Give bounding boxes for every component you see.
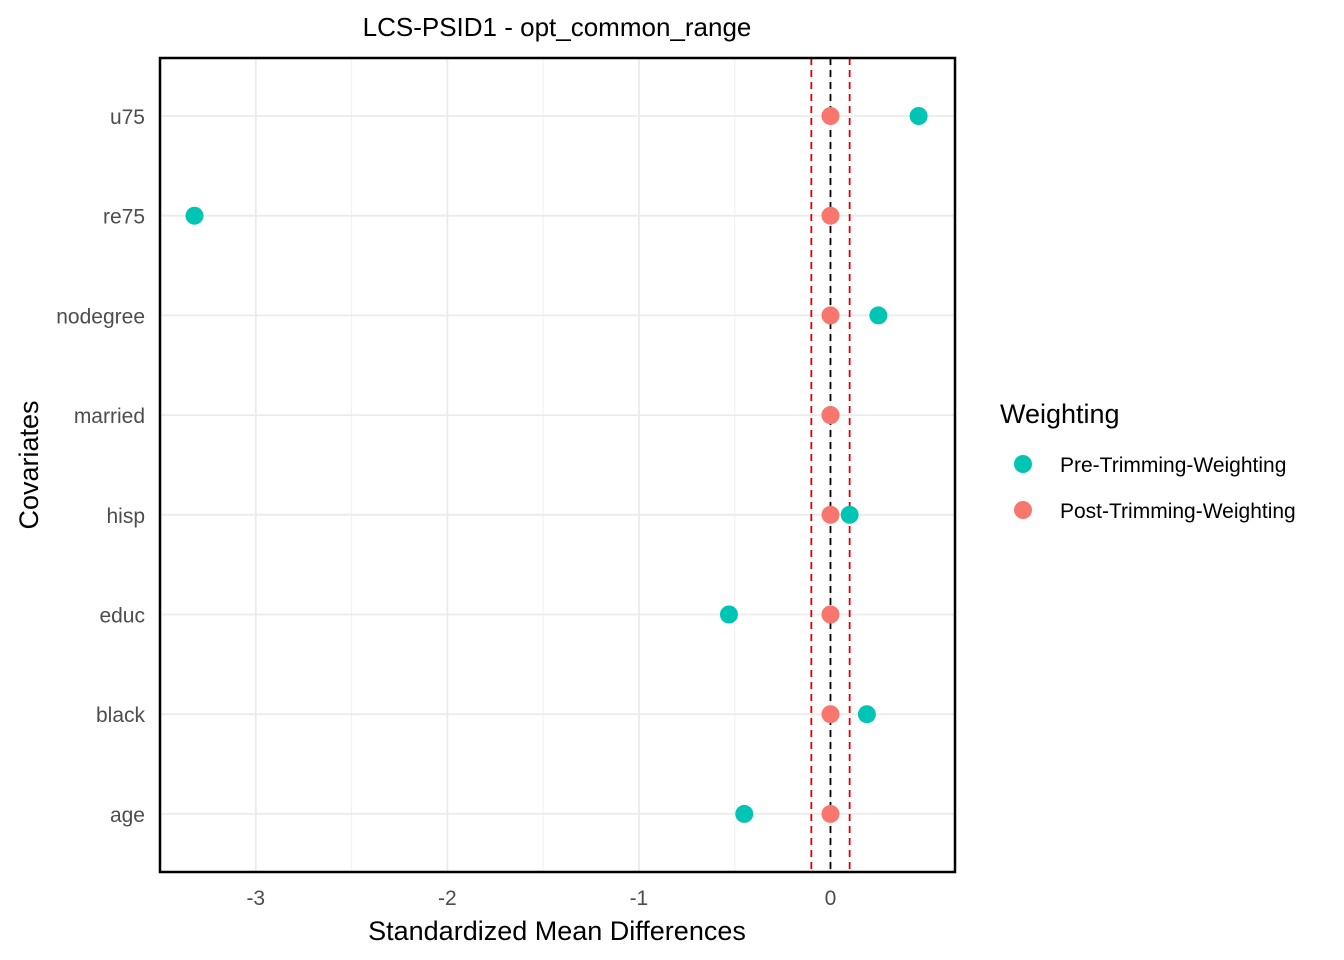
x-tick-labels: -3 -2 -1 0: [246, 887, 836, 910]
point-series0-nodegree: [869, 306, 888, 325]
point-series1-nodegree: [821, 306, 840, 325]
point-series0-re75: [185, 206, 204, 225]
legend: Weighting Pre-Trimming-Weighting Post-Tri…: [1000, 399, 1296, 523]
point-series1-re75: [821, 206, 840, 225]
grid: [160, 58, 955, 872]
legend-label-1: Post-Trimming-Weighting: [1060, 500, 1296, 523]
point-series1-educ: [821, 605, 840, 624]
legend-label-0: Pre-Trimming-Weighting: [1060, 454, 1286, 477]
legend-key-0: [1014, 455, 1032, 473]
y-tick-label-educ: educ: [99, 605, 145, 628]
point-series0-u75: [909, 107, 928, 125]
point-series1-u75: [821, 107, 840, 125]
legend-key-1: [1014, 501, 1032, 519]
x-tick-label-2: -1: [630, 887, 649, 910]
legend-items: Pre-Trimming-Weighting Post-Trimming-Weig…: [1014, 454, 1296, 523]
point-series0-hisp: [840, 505, 859, 524]
x-tick-label-1: -2: [438, 887, 457, 910]
plot-panel-border: [158, 56, 957, 874]
point-series1-black: [821, 705, 840, 724]
point-series0-educ: [719, 605, 738, 624]
y-tick-label-age: age: [110, 804, 145, 827]
legend-title: Weighting: [1000, 399, 1120, 429]
reference-lines: [810, 58, 851, 872]
y-tick-labels: age black educ hisp married nodegree re75 u75: [56, 106, 145, 827]
y-tick-label-u75: u75: [110, 106, 145, 129]
data-points: [185, 107, 928, 823]
y-tick-label-nodegree: nodegree: [56, 305, 145, 328]
point-series0-black: [857, 705, 876, 724]
y-axis-title: Covariates: [14, 400, 44, 529]
y-tick-label-married: married: [74, 405, 145, 428]
y-tick-label-black: black: [96, 704, 146, 727]
x-tick-label-0: -3: [246, 887, 265, 910]
y-tick-label-re75: re75: [103, 206, 145, 229]
x-axis-title: Standardized Mean Differences: [368, 916, 746, 946]
x-tick-label-3: 0: [825, 887, 837, 910]
point-series1-age: [821, 804, 840, 823]
chart-title: LCS-PSID1 - opt_common_range: [363, 12, 752, 42]
point-series1-hisp: [821, 505, 840, 524]
point-series1-married: [821, 406, 840, 425]
point-series0-age: [735, 804, 754, 823]
y-tick-label-hisp: hisp: [106, 505, 145, 528]
